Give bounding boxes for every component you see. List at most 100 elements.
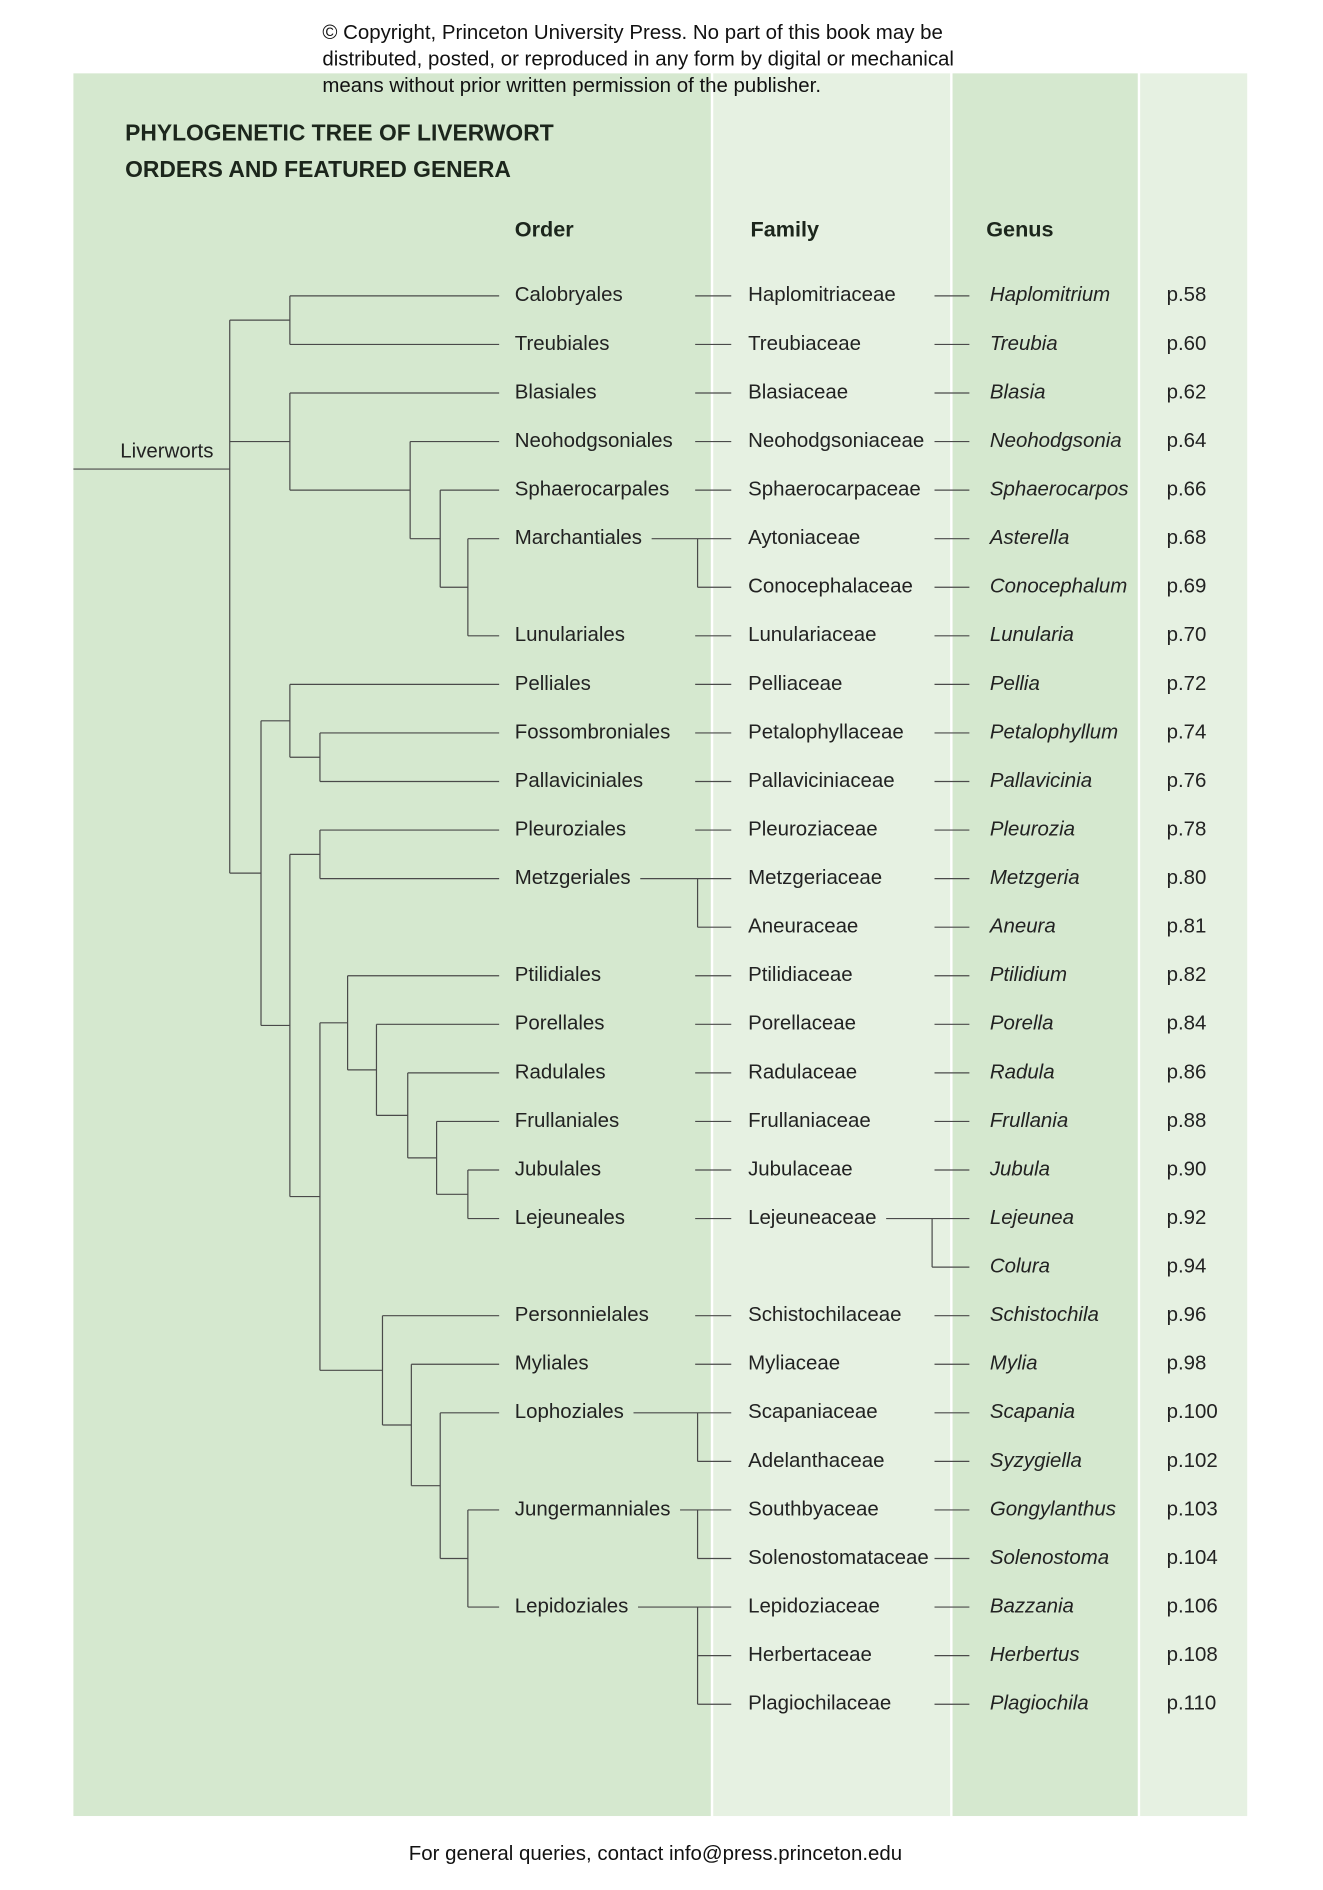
genus-name: Scapania	[990, 1400, 1075, 1423]
genus-name: Metzgeria	[990, 866, 1080, 889]
page-ref: p.96	[1167, 1303, 1207, 1326]
genus-name: Asterella	[988, 526, 1070, 549]
page-ref: p.68	[1167, 526, 1207, 549]
genus-name: Herbertus	[990, 1643, 1080, 1666]
order-name: Marchantiales	[515, 526, 642, 549]
family-name: Blasiaceae	[748, 380, 848, 403]
family-name: Conocephalaceae	[748, 575, 913, 598]
page-ref: p.90	[1167, 1157, 1207, 1180]
page-ref: p.94	[1167, 1255, 1207, 1278]
genus-name: Pleurozia	[990, 817, 1075, 840]
page-ref: p.58	[1167, 283, 1207, 306]
order-name: Jungermanniales	[515, 1497, 671, 1520]
panel-order	[73, 73, 711, 1817]
page-ref: p.104	[1167, 1546, 1218, 1569]
family-name: Porellaceae	[748, 1012, 856, 1035]
family-name: Solenostomataceae	[748, 1546, 929, 1569]
family-name: Treubiaceae	[748, 332, 861, 355]
order-name: Fossombroniales	[515, 720, 671, 743]
page-ref: p.74	[1167, 720, 1207, 743]
order-name: Pelliales	[515, 672, 591, 695]
order-name: Jubulales	[515, 1157, 601, 1180]
genus-name: Bazzania	[990, 1594, 1074, 1617]
panel-genus	[952, 73, 1138, 1817]
genus-name: Gongylanthus	[990, 1497, 1116, 1520]
order-name: Lophoziales	[515, 1400, 624, 1423]
page-ref: p.69	[1167, 575, 1207, 598]
order-name: Sphaerocarpales	[515, 478, 670, 501]
genus-name: Pellia	[990, 672, 1040, 695]
family-name: Southbyaceae	[748, 1497, 879, 1520]
page-ref: p.102	[1167, 1449, 1218, 1472]
page-ref: p.92	[1167, 1206, 1207, 1229]
family-name: Frullaniaceae	[748, 1109, 871, 1132]
page-ref: p.76	[1167, 769, 1207, 792]
family-name: Pelliaceae	[748, 672, 842, 695]
page-ref: p.106	[1167, 1594, 1218, 1617]
order-name: Pallaviciniales	[515, 769, 643, 792]
family-name: Petalophyllaceae	[748, 720, 904, 743]
page-ref: p.80	[1167, 866, 1207, 889]
order-name: Personnielales	[515, 1303, 649, 1326]
family-name: Sphaerocarpaceae	[748, 478, 921, 501]
family-name: Aytoniaceae	[748, 526, 860, 549]
page-ref: p.84	[1167, 1012, 1207, 1035]
footer: For general queries, contact info@press.…	[409, 1842, 902, 1865]
header-order: Order	[515, 217, 574, 242]
genus-name: Porella	[990, 1012, 1054, 1035]
page-ref: p.72	[1167, 672, 1207, 695]
family-name: Myliaceae	[748, 1352, 840, 1375]
order-name: Calobryales	[515, 283, 623, 306]
order-name: Myliales	[515, 1352, 589, 1375]
family-name: Scapaniaceae	[748, 1400, 878, 1423]
family-name: Pleuroziaceae	[748, 817, 878, 840]
genus-name: Sphaerocarpos	[990, 478, 1129, 501]
page-ref: p.60	[1167, 332, 1207, 355]
order-name: Radulales	[515, 1060, 606, 1083]
genus-name: Frullania	[990, 1109, 1068, 1132]
page-ref: p.86	[1167, 1060, 1207, 1083]
page-ref: p.70	[1167, 623, 1207, 646]
genus-name: Radula	[990, 1060, 1055, 1083]
genus-name: Pallavicinia	[990, 769, 1092, 792]
family-name: Herbertaceae	[748, 1643, 872, 1666]
genus-name: Haplomitrium	[990, 283, 1110, 306]
genus-name: Conocephalum	[990, 575, 1127, 598]
page-ref: p.98	[1167, 1352, 1207, 1375]
page-ref: p.66	[1167, 478, 1207, 501]
page-ref: p.81	[1167, 915, 1207, 938]
root-label: Liverworts	[120, 440, 213, 463]
page-ref: p.82	[1167, 963, 1207, 986]
family-name: Schistochilaceae	[748, 1303, 901, 1326]
order-name: Lunulariales	[515, 623, 625, 646]
page-ref: p.78	[1167, 817, 1207, 840]
panel-page	[1140, 73, 1248, 1817]
genus-name: Blasia	[990, 380, 1046, 403]
family-name: Lejeuneaceae	[748, 1206, 876, 1229]
order-name: Porellales	[515, 1012, 605, 1035]
genus-name: Solenostoma	[990, 1546, 1109, 1569]
order-name: Lepidoziales	[515, 1594, 629, 1617]
family-name: Pallaviciniaceae	[748, 769, 895, 792]
order-name: Lejeuneales	[515, 1206, 625, 1229]
genus-name: Lunularia	[990, 623, 1074, 646]
genus-name: Mylia	[990, 1352, 1038, 1375]
family-name: Jubulaceae	[748, 1157, 853, 1180]
family-name: Lunulariaceae	[748, 623, 876, 646]
family-name: Lepidoziaceae	[748, 1594, 880, 1617]
family-name: Plagiochilaceae	[748, 1692, 891, 1715]
order-name: Pleuroziales	[515, 817, 626, 840]
page-ref: p.108	[1167, 1643, 1218, 1666]
genus-name: Schistochila	[990, 1303, 1099, 1326]
order-name: Treubiales	[515, 332, 610, 355]
family-name: Adelanthaceae	[748, 1449, 884, 1472]
genus-name: Jubula	[989, 1157, 1050, 1180]
page-ref: p.64	[1167, 429, 1207, 452]
family-name: Aneuraceae	[748, 915, 858, 938]
genus-name: Treubia	[990, 332, 1058, 355]
order-name: Blasiales	[515, 380, 597, 403]
order-name: Metzgeriales	[515, 866, 631, 889]
copyright-line: distributed, posted, or reproduced in an…	[322, 48, 954, 71]
